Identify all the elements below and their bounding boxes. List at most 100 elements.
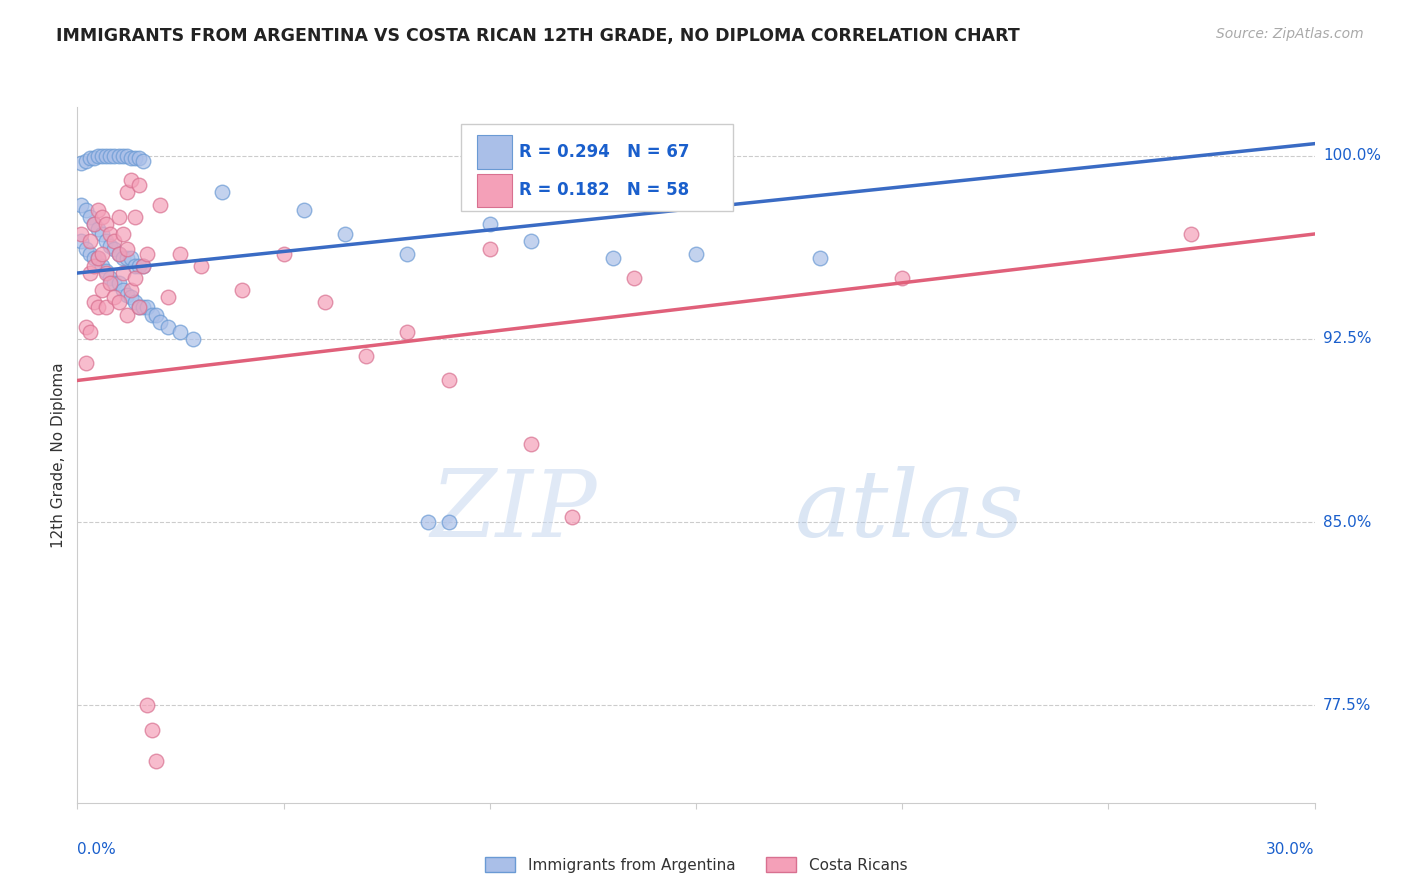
Point (83, 252, 105, 266)
Point (83, 217, 105, 231)
Text: 30.0%: 30.0% (1267, 842, 1315, 856)
Point (103, 276, 125, 290)
Point (124, 151, 146, 165)
Point (132, 153, 155, 168)
Point (136, 246, 159, 260)
Point (273, 246, 295, 260)
Point (70, 227, 93, 241)
FancyBboxPatch shape (477, 136, 512, 169)
Point (520, 437, 543, 451)
Point (115, 288, 138, 302)
Point (87, 252, 110, 266)
Point (132, 259, 155, 273)
Point (75, 319, 97, 334)
Point (83, 151, 105, 165)
Point (437, 515, 460, 529)
Point (891, 271, 914, 285)
Point (79, 325, 101, 339)
Point (623, 271, 645, 285)
Point (98, 276, 121, 290)
Point (124, 295, 146, 310)
Point (602, 252, 624, 266)
Point (416, 515, 439, 529)
Point (520, 235, 543, 249)
Point (87, 149, 110, 163)
Text: 85.0%: 85.0% (1323, 515, 1371, 530)
Point (335, 227, 357, 241)
Legend: Immigrants from Argentina, Costa Ricans: Immigrants from Argentina, Costa Ricans (478, 850, 914, 879)
Point (124, 271, 146, 285)
Point (111, 283, 134, 297)
Point (115, 308, 138, 322)
Point (561, 510, 583, 524)
Point (437, 374, 460, 388)
Point (87, 222, 110, 236)
Point (396, 246, 419, 260)
Point (107, 210, 129, 224)
Point (124, 210, 146, 224)
Point (70, 235, 93, 249)
Text: atlas: atlas (794, 466, 1025, 556)
Point (132, 259, 155, 273)
Point (107, 246, 129, 260)
Point (685, 246, 707, 260)
Point (141, 723, 163, 737)
Point (292, 202, 315, 217)
Point (149, 315, 172, 329)
Point (103, 290, 125, 304)
Point (75, 153, 97, 168)
Point (157, 319, 180, 334)
Point (111, 266, 134, 280)
Point (115, 252, 138, 266)
Point (190, 259, 212, 273)
Text: IMMIGRANTS FROM ARGENTINA VS COSTA RICAN 12TH GRADE, NO DIPLOMA CORRELATION CHAR: IMMIGRANTS FROM ARGENTINA VS COSTA RICAN… (56, 27, 1019, 45)
Point (75, 202, 97, 217)
Point (128, 178, 150, 193)
Text: 100.0%: 100.0% (1323, 148, 1381, 163)
Text: ZIP: ZIP (430, 466, 598, 556)
Point (354, 349, 377, 363)
Point (96, 149, 118, 163)
Point (145, 754, 167, 768)
Point (98, 239, 121, 253)
Point (808, 252, 831, 266)
Point (111, 149, 134, 163)
Point (79, 151, 101, 165)
Point (103, 242, 125, 256)
Point (157, 290, 180, 304)
Point (111, 252, 134, 266)
Point (98, 271, 121, 285)
Point (91, 149, 114, 163)
Point (79, 246, 101, 260)
Point (70, 156, 93, 170)
Point (120, 283, 142, 297)
Point (70, 197, 93, 211)
Point (314, 295, 336, 310)
Point (120, 252, 142, 266)
Point (120, 290, 142, 304)
Point (128, 259, 150, 273)
Point (107, 246, 129, 260)
Point (120, 151, 142, 165)
Point (79, 235, 101, 249)
Point (87, 300, 110, 314)
Point (96, 266, 118, 280)
FancyBboxPatch shape (477, 174, 512, 207)
Point (75, 356, 97, 370)
Point (124, 259, 146, 273)
Point (79, 210, 101, 224)
Point (136, 698, 159, 713)
Point (87, 202, 110, 217)
Point (75, 242, 97, 256)
Point (169, 325, 191, 339)
Text: 92.5%: 92.5% (1323, 332, 1371, 346)
Point (98, 149, 121, 163)
Point (115, 149, 138, 163)
Point (83, 295, 105, 310)
Point (96, 217, 118, 231)
FancyBboxPatch shape (461, 124, 733, 211)
Point (107, 149, 129, 163)
Point (396, 325, 419, 339)
Point (107, 276, 129, 290)
Text: 77.5%: 77.5% (1323, 698, 1371, 713)
